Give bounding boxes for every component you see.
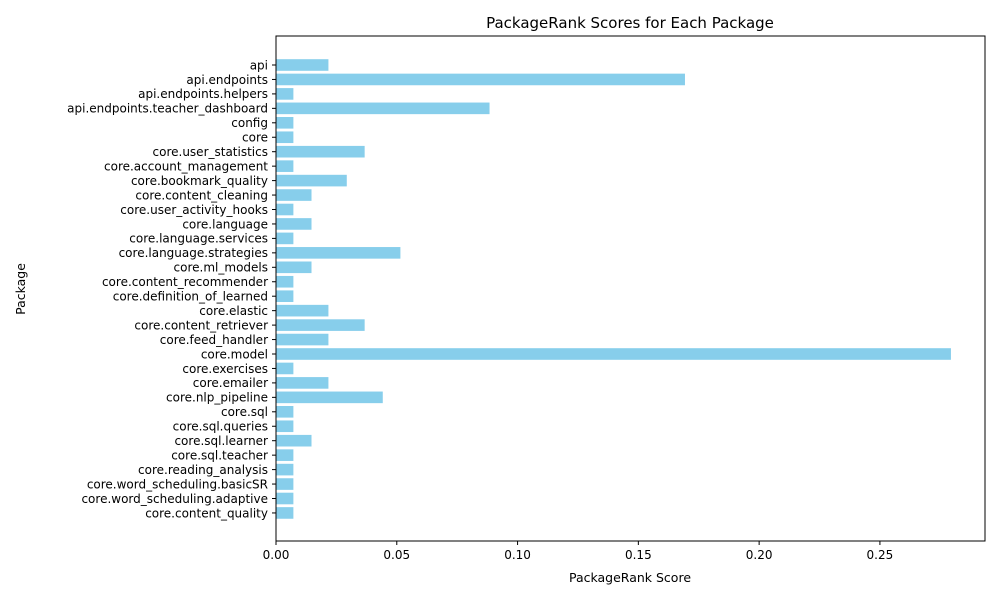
- bar-core-feed-handler: [276, 333, 329, 346]
- x-tick-label: 0.05: [383, 548, 410, 562]
- plot-frame: [275, 35, 986, 542]
- y-tick-label: core.exercises: [182, 362, 268, 376]
- y-tick-label: core.sql: [221, 405, 268, 419]
- x-tick-label: 0.00: [263, 548, 290, 562]
- y-tick-label: core.model: [201, 347, 268, 361]
- y-tick-label: core.language.strategies: [119, 246, 268, 260]
- y-tick-label: core: [242, 131, 268, 145]
- y-tick-label: core.nlp_pipeline: [166, 391, 268, 405]
- bar-core-exercises: [276, 362, 294, 375]
- bar-core-language: [276, 218, 312, 230]
- y-tick-label: core.language: [182, 217, 268, 231]
- y-tick-label: core.word_scheduling.adaptive: [81, 492, 268, 506]
- bar-core-content-recommender: [276, 275, 294, 288]
- bar-api-endpoints-helpers: [276, 88, 294, 100]
- bar-core-emailer: [276, 377, 329, 389]
- y-tick-label: core.word_scheduling.basicSR: [87, 477, 268, 491]
- bar-api-endpoints-teacher-dashboard: [276, 102, 490, 115]
- bar-api: [276, 59, 329, 71]
- bar-core-language-services: [276, 232, 294, 245]
- bar-core-account-management: [276, 160, 294, 172]
- bar-core: [276, 131, 294, 144]
- x-tick-label: 0.20: [746, 548, 773, 562]
- x-axis-label: PackageRank Score: [569, 570, 691, 585]
- bar-core-model: [276, 348, 951, 360]
- y-tick-label: api.endpoints.helpers: [138, 87, 268, 101]
- bar-core-content-quality: [276, 507, 294, 519]
- y-tick-label: core.account_management: [104, 159, 268, 173]
- y-axis-label: Package: [13, 263, 28, 315]
- bar-core-sql: [276, 406, 294, 418]
- y-tick-label: core.content_cleaning: [135, 188, 268, 202]
- bars-group: [276, 59, 951, 519]
- bar-core-reading-analysis: [276, 463, 294, 476]
- y-tick-label: core.feed_handler: [160, 333, 268, 347]
- y-tick-label: core.user_activity_hooks: [120, 203, 268, 217]
- y-tick-label: api.endpoints.teacher_dashboard: [67, 102, 268, 116]
- y-tick-label: core.content_quality: [145, 506, 268, 520]
- y-tick-label: core.definition_of_learned: [113, 290, 268, 304]
- y-tick-label: core.elastic: [199, 304, 268, 318]
- y-tick-label: core.sql.learner: [174, 434, 268, 448]
- bar-core-user-activity-hooks: [276, 203, 294, 216]
- y-tick-label: config: [231, 116, 268, 130]
- bar-core-ml-models: [276, 261, 312, 274]
- bar-core-word-scheduling-adaptive: [276, 492, 294, 505]
- y-tick-label: api: [250, 58, 268, 72]
- x-axis-ticks: 0.00 0.05 0.10 0.15 0.20 0.25: [263, 541, 894, 562]
- chart-title: PackageRank Scores for Each Package: [486, 14, 774, 32]
- x-tick-label: 0.15: [625, 548, 652, 562]
- bar-config: [276, 117, 294, 129]
- y-tick-label: api.endpoints: [186, 73, 268, 87]
- y-tick-label: core.reading_analysis: [138, 463, 268, 477]
- y-tick-label: core.language.services: [129, 232, 268, 246]
- y-tick-label: core.sql.queries: [173, 420, 268, 434]
- x-tick-label: 0.25: [867, 548, 894, 562]
- bar-core-sql-teacher: [276, 449, 294, 461]
- bar-core-content-retriever: [276, 319, 365, 331]
- bar-core-word-scheduling-basicsr: [276, 478, 294, 490]
- y-tick-label: core.ml_models: [174, 261, 268, 275]
- bar-core-elastic: [276, 304, 329, 317]
- bar-core-language-strategies: [276, 247, 401, 259]
- bar-core-nlp-pipeline: [276, 391, 383, 404]
- y-tick-label: core.user_statistics: [153, 145, 268, 159]
- y-tick-label: core.sql.teacher: [171, 448, 268, 462]
- bar-core-sql-queries: [276, 420, 294, 433]
- bar-core-definition-of-learned: [276, 290, 294, 302]
- bar-core-sql-learner: [276, 434, 312, 447]
- bar-core-user-statistics: [276, 145, 365, 158]
- y-tick-label: core.emailer: [193, 376, 268, 390]
- bar-core-bookmark-quality: [276, 174, 347, 187]
- y-tick-label: core.content_retriever: [134, 318, 268, 332]
- y-tick-label: core.bookmark_quality: [131, 174, 268, 188]
- x-tick-label: 0.10: [504, 548, 531, 562]
- y-axis-ticks: apiapi.endpointsapi.endpoints.helpersapi…: [67, 58, 276, 520]
- bar-api-endpoints: [276, 73, 685, 86]
- bar-core-content-cleaning: [276, 189, 312, 201]
- y-tick-label: core.content_recommender: [102, 275, 268, 289]
